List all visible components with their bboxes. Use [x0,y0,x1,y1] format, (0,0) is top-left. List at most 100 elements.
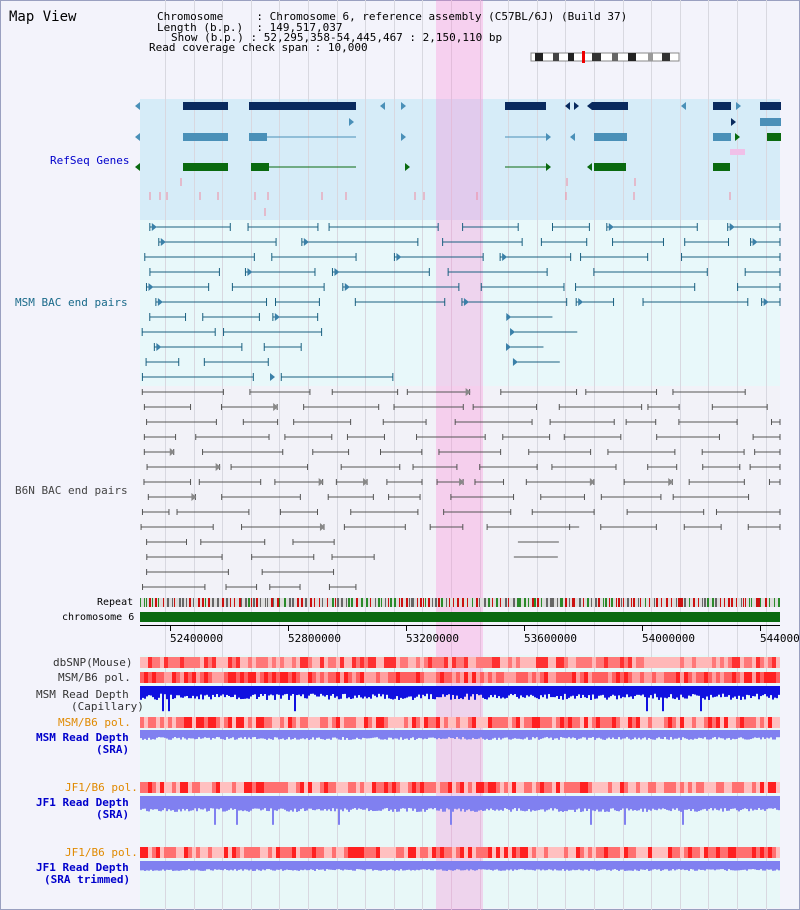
depth-bar[interactable] [514,796,516,809]
depth-bar[interactable] [396,796,398,812]
depth-bar[interactable] [204,861,206,871]
heat-cell[interactable] [204,782,208,793]
heat-cell[interactable] [164,657,168,668]
repeat-element[interactable] [517,598,519,607]
depth-bar[interactable] [462,796,464,809]
strand-arrow[interactable] [380,102,385,110]
heat-cell[interactable] [360,717,364,728]
heat-cell[interactable] [460,847,464,858]
repeat-element[interactable] [208,598,210,607]
depth-bar[interactable] [194,796,196,809]
heat-cell[interactable] [608,717,612,728]
heat-cell[interactable] [232,717,236,728]
depth-bar[interactable] [412,796,414,811]
heat-cell[interactable] [320,782,324,793]
depth-bar[interactable] [232,686,234,697]
heat-cell[interactable] [196,657,200,668]
depth-bar[interactable] [392,796,394,812]
heat-cell[interactable] [156,717,160,728]
heat-cell[interactable] [288,657,292,668]
heat-cell[interactable] [564,847,568,858]
heat-cell[interactable] [208,782,212,793]
depth-bar[interactable] [314,861,316,871]
depth-bar[interactable] [740,686,742,700]
depth-bar[interactable] [570,861,572,871]
heat-cell[interactable] [632,847,636,858]
depth-bar[interactable] [620,861,622,870]
heat-cell[interactable] [176,657,180,668]
depth-bar[interactable] [684,686,686,699]
depth-bar[interactable] [672,730,674,740]
heat-cell[interactable] [468,847,472,858]
heat-cell[interactable] [688,782,692,793]
depth-bar[interactable] [140,796,142,810]
repeat-element[interactable] [611,598,613,607]
heat-cell[interactable] [696,782,700,793]
repeat-element[interactable] [417,598,418,607]
depth-bar[interactable] [450,796,452,825]
heat-cell[interactable] [152,672,156,683]
depth-bar[interactable] [232,730,234,738]
heat-cell[interactable] [684,657,688,668]
depth-bar[interactable] [708,686,710,700]
heat-cell[interactable] [300,672,304,683]
depth-bar[interactable] [714,686,716,697]
depth-bar[interactable] [320,796,322,811]
depth-bar[interactable] [610,686,612,697]
depth-bar[interactable] [492,796,494,810]
repeat-element[interactable] [623,598,624,607]
heat-cell[interactable] [552,672,556,683]
heat-cell[interactable] [768,672,772,683]
repeat-element[interactable] [423,598,424,607]
heat-cell[interactable] [528,657,532,668]
depth-bar[interactable] [528,686,530,697]
depth-bar[interactable] [698,686,700,696]
depth-bar[interactable] [424,730,426,739]
repeat-element[interactable] [472,598,473,607]
depth-bar[interactable] [760,686,762,697]
depth-bar[interactable] [328,861,330,870]
depth-bar[interactable] [196,730,198,739]
depth-bar[interactable] [528,796,530,810]
depth-bar[interactable] [544,796,546,812]
depth-bar[interactable] [342,686,344,695]
depth-bar[interactable] [368,730,370,739]
heat-cell[interactable] [140,717,144,728]
strand-arrow[interactable] [578,298,584,306]
depth-bar[interactable] [302,861,304,871]
heat-cell[interactable] [776,657,780,668]
depth-bar[interactable] [172,861,174,871]
depth-bar[interactable] [614,730,616,740]
depth-bar[interactable] [214,861,216,870]
depth-bar[interactable] [330,796,332,812]
depth-bar[interactable] [430,686,432,695]
heat-cell[interactable] [676,782,680,793]
depth-bar[interactable] [176,796,178,812]
repeat-element[interactable] [569,598,570,607]
depth-bar[interactable] [462,861,464,871]
depth-bar[interactable] [362,686,364,699]
depth-bar[interactable] [454,796,456,809]
heat-cell[interactable] [324,657,328,668]
heat-cell[interactable] [520,672,524,683]
depth-bar[interactable] [150,730,152,740]
depth-bar[interactable] [650,796,652,811]
depth-bar[interactable] [506,796,508,809]
heat-cell[interactable] [312,672,316,683]
depth-bar[interactable] [480,796,482,810]
heat-cell[interactable] [296,672,300,683]
heat-cell[interactable] [484,657,488,668]
heat-cell[interactable] [668,672,672,683]
heat-cell[interactable] [448,782,452,793]
heat-cell[interactable] [424,657,428,668]
heat-cell[interactable] [252,672,256,683]
refseq-gene[interactable] [730,149,745,155]
depth-bar[interactable] [386,686,388,695]
heat-cell[interactable] [684,847,688,858]
depth-bar[interactable] [478,730,480,739]
depth-bar[interactable] [500,796,502,810]
depth-bar[interactable] [564,686,566,694]
depth-bar[interactable] [704,686,706,700]
depth-bar[interactable] [542,730,544,739]
depth-bar[interactable] [336,686,338,697]
